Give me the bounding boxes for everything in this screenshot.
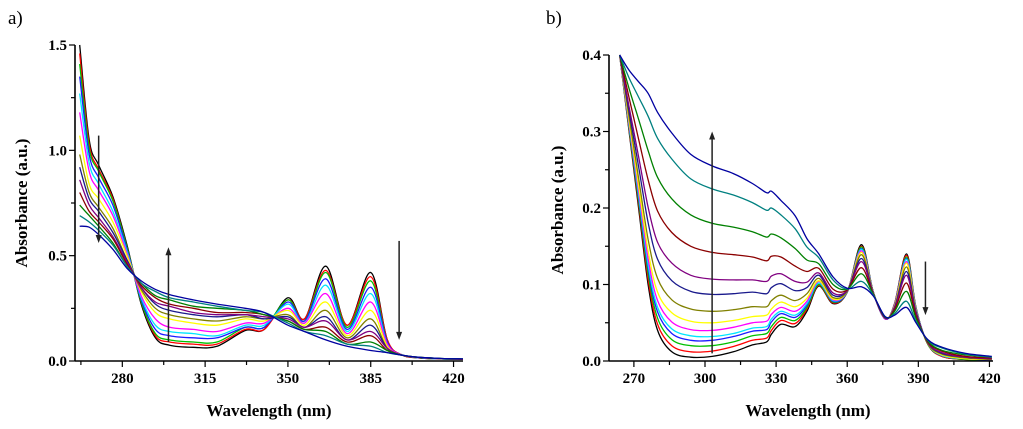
y-tick-label: 0.3 — [582, 125, 601, 141]
spectrum-line-7 — [79, 135, 464, 360]
panel-b-y-axis-title: Absorbance (a.u.) — [548, 146, 567, 275]
spectrum-line-11 — [619, 54, 992, 359]
y-tick-label: 0.4 — [582, 48, 601, 64]
spectrum-line-9 — [79, 167, 464, 360]
spectrum-line-14 — [619, 54, 992, 358]
arrow-down-icon — [922, 261, 929, 316]
x-tick-label: 350 — [277, 371, 300, 387]
panel-a-label: a) — [8, 8, 23, 29]
spectrum-line-10 — [79, 179, 464, 360]
spectrum-line-10 — [619, 54, 992, 360]
spectrum-line-13 — [619, 54, 992, 358]
x-tick-label: 300 — [694, 371, 717, 387]
arrow-up-icon — [709, 131, 716, 354]
x-tick-label: 390 — [907, 371, 930, 387]
panel-b-label: b) — [546, 8, 562, 29]
spectrum-line-11 — [79, 192, 464, 360]
y-tick-label: 0.5 — [48, 249, 67, 265]
x-tick-label: 315 — [194, 371, 217, 387]
panel-a-x-axis-title: Wavelength (nm) — [206, 401, 331, 420]
spectrum-line-8 — [79, 154, 464, 360]
panel-b-chart: 270 300 330 360 390 420 0.0 0.1 0.2 0.3 0.4 — [582, 48, 1000, 387]
panel-a-y-axis-title: Absorbance (a.u.) — [12, 139, 31, 268]
y-tick-label: 0.0 — [582, 354, 601, 370]
x-tick-label: 360 — [836, 371, 859, 387]
x-tick-label: 280 — [111, 371, 134, 387]
y-tick-label: 0.1 — [582, 278, 601, 294]
panel-a-chart: 280 315 350 385 420 0.0 0.5 1.0 1.5 — [48, 38, 465, 387]
x-tick-label: 420 — [978, 371, 1001, 387]
y-tick-label: 0.0 — [48, 354, 67, 370]
spectrum-line-2 — [79, 53, 464, 360]
arrow-down-icon — [396, 240, 403, 340]
y-tick-label: 1.0 — [48, 143, 67, 159]
y-tick-label: 0.2 — [582, 201, 601, 217]
panel-b-x-axis-title: Wavelength (nm) — [745, 401, 870, 420]
spectrum-line-1 — [619, 54, 992, 361]
x-tick-label: 270 — [623, 371, 646, 387]
spectrum-line-12 — [619, 54, 992, 358]
y-tick-label: 1.5 — [48, 38, 67, 54]
arrow-up-icon — [165, 247, 172, 343]
x-tick-label: 330 — [765, 371, 788, 387]
spectrum-line-1 — [79, 44, 464, 360]
x-tick-label: 385 — [359, 371, 382, 387]
x-tick-label: 420 — [442, 371, 465, 387]
spectrum-line-14 — [79, 225, 464, 360]
arrow-down-icon — [95, 135, 102, 244]
